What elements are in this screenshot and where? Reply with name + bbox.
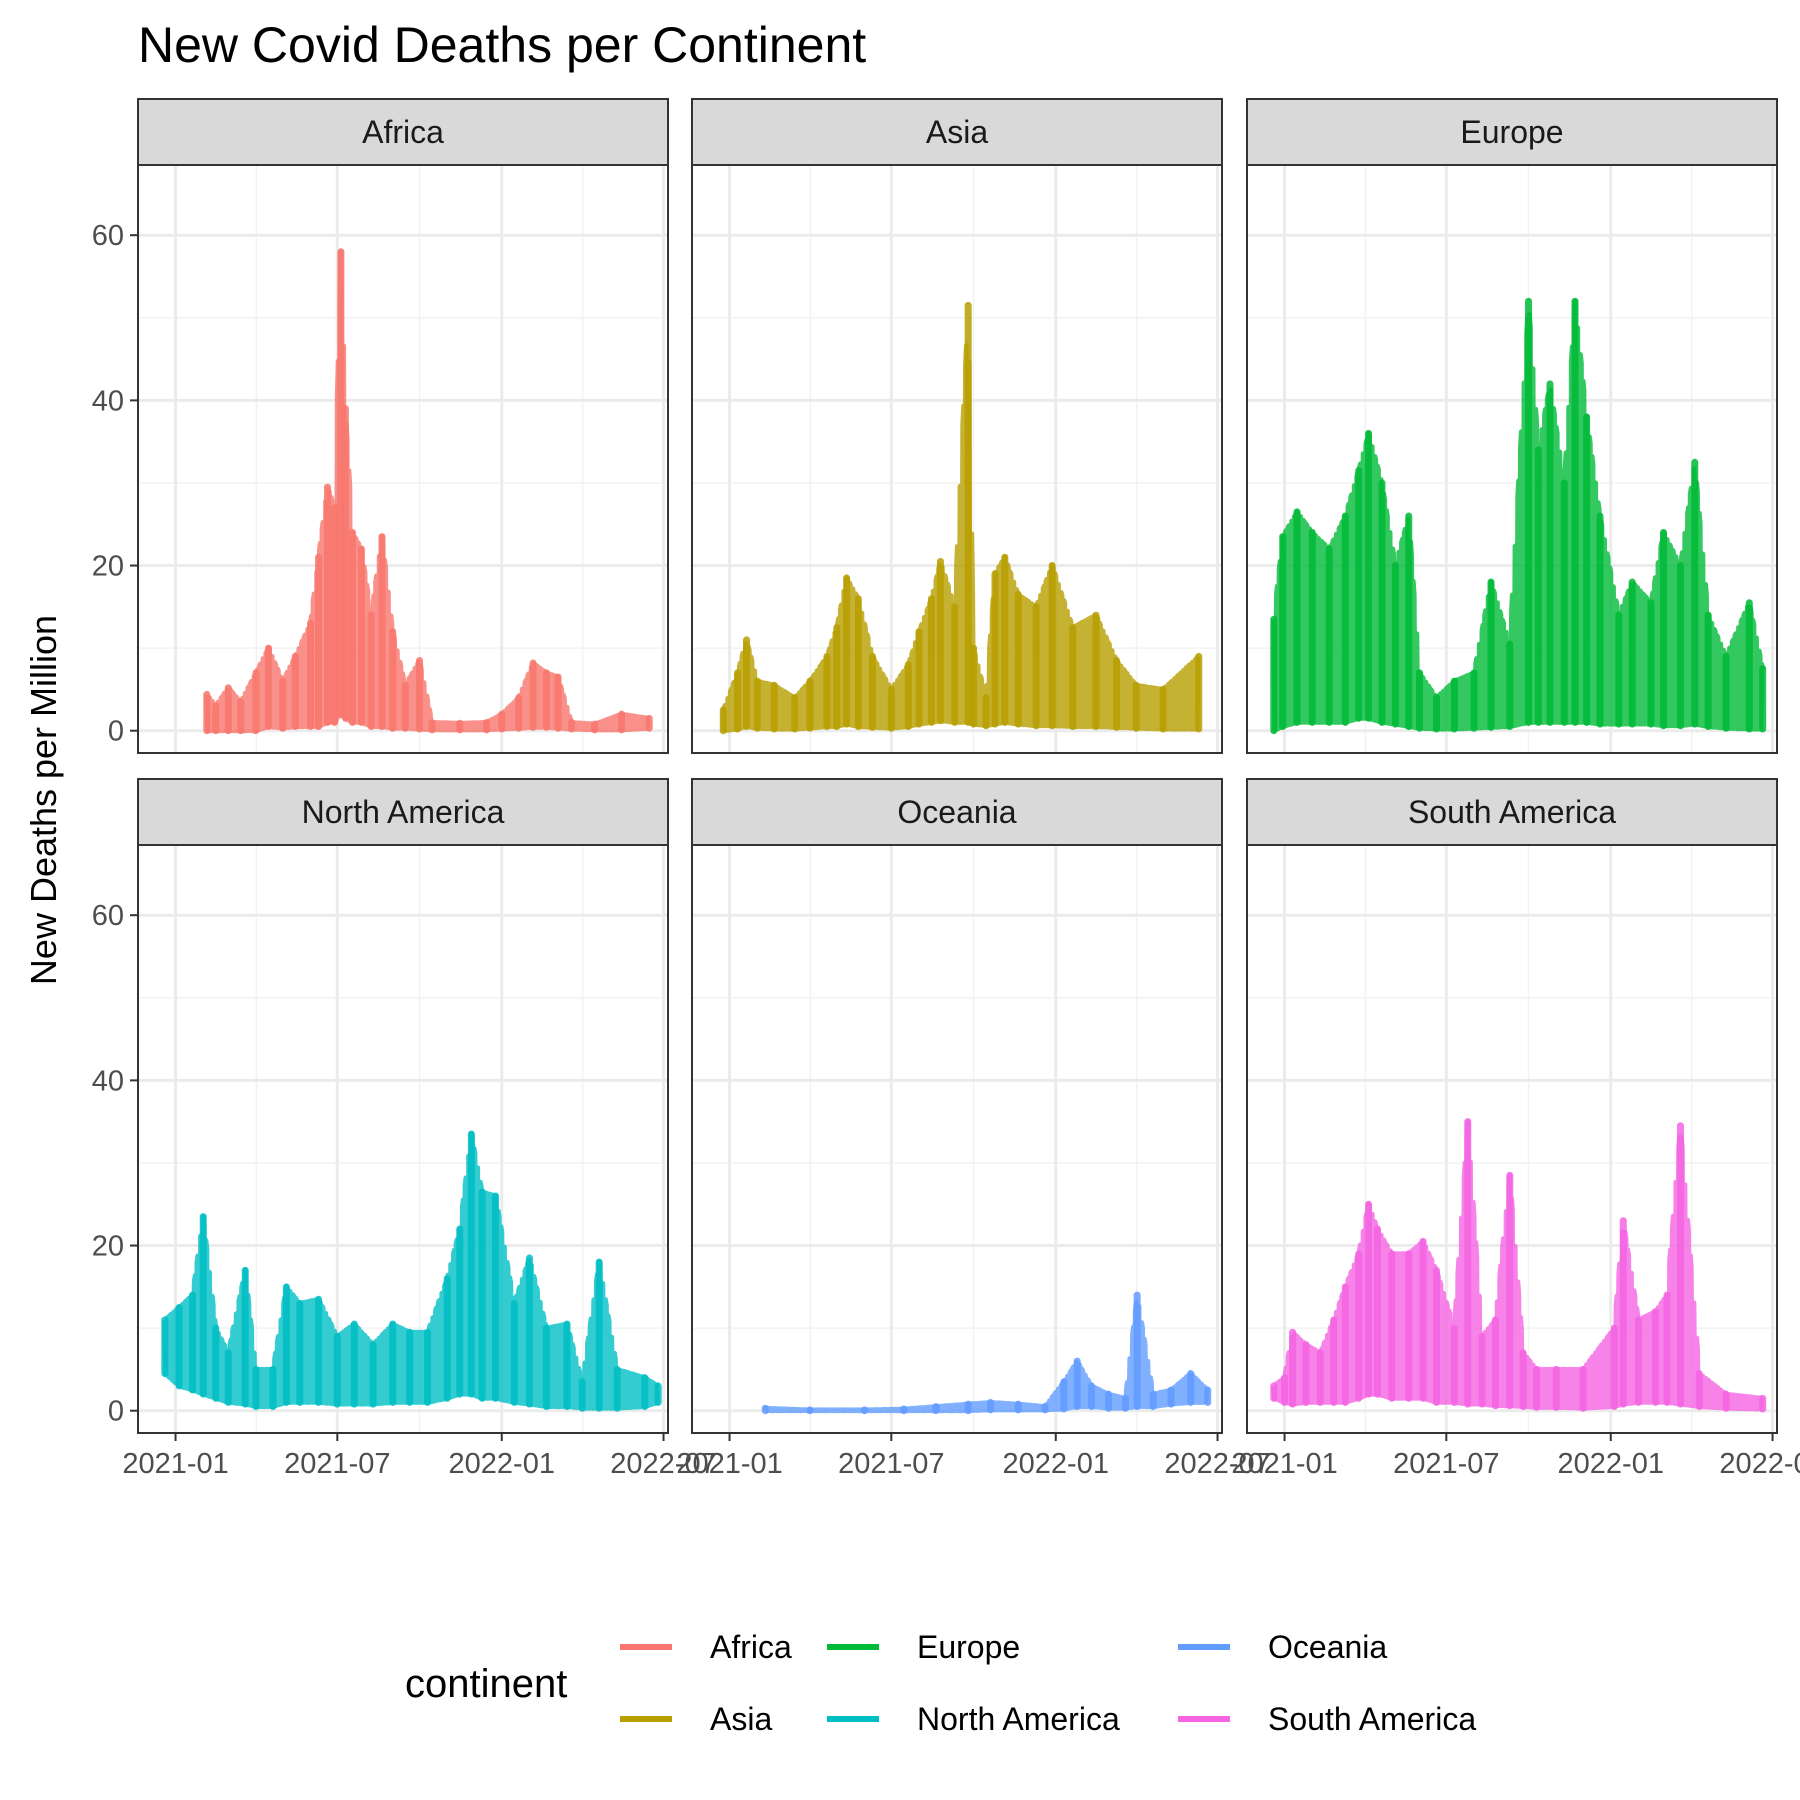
panel-south-america: South America 2021-01 2021-07 2022-01 2022-0… — [1231, 778, 1800, 1480]
panel-background — [138, 165, 668, 753]
x-tick-label: 2022-07 — [610, 1448, 716, 1480]
y-tick-label: 20 — [92, 551, 124, 583]
strip-label-oceania: Oceania — [897, 794, 1016, 830]
facet-panels: Africa 0 20 40 60 Asia Europe North America 0 20 4… — [92, 98, 1800, 1480]
strip-label-asia: Asia — [926, 114, 988, 150]
y-axis-label: New Deaths per Million — [23, 615, 64, 985]
x-tick-label: 2022-01 — [449, 1448, 555, 1480]
panel-africa: Africa 0 20 40 60 — [92, 98, 669, 754]
x-tick-label: 2021-01 — [1231, 1448, 1337, 1480]
y-tick-label: 0 — [108, 716, 124, 748]
x-tick-label: 2021-01 — [676, 1448, 782, 1480]
x-tick-label: 2022-07 — [1164, 1448, 1270, 1480]
strip-oceania — [691, 778, 1223, 846]
strip-europe — [1246, 98, 1778, 166]
y-tick-label: 60 — [92, 220, 124, 252]
x-tick-label: 2021-01 — [122, 1448, 228, 1480]
legend-label-asia: Asia — [710, 1701, 772, 1737]
legend-title: continent — [405, 1662, 567, 1706]
x-tick-label: 2021-07 — [1393, 1448, 1499, 1480]
panel-oceania: Oceania 2021-01 2021-07 2022-01 2022-07 — [676, 778, 1271, 1480]
strip-north-america — [137, 778, 669, 846]
y-tick-label: 60 — [92, 900, 124, 932]
panel-north-america: North America 0 20 40 60 2021-01 2021-07 2022-0… — [92, 778, 717, 1480]
y-tick-label: 20 — [92, 1231, 124, 1263]
strip-label-africa: Africa — [362, 114, 444, 150]
x-tick-label: 2022-07 — [1719, 1448, 1800, 1480]
legend: continent Africa Asia Europe North America O… — [405, 1629, 1476, 1737]
strip-south-america — [1246, 778, 1778, 846]
y-tick-label: 40 — [92, 385, 124, 417]
chart-title: New Covid Deaths per Continent — [138, 17, 866, 73]
y-tick-label: 0 — [108, 1396, 124, 1428]
x-tick-label: 2022-01 — [1003, 1448, 1109, 1480]
x-tick-label: 2021-07 — [838, 1448, 944, 1480]
strip-asia — [691, 98, 1223, 166]
legend-label-europe: Europe — [917, 1629, 1020, 1665]
legend-label-africa: Africa — [710, 1629, 792, 1665]
legend-label-south-america: South America — [1268, 1701, 1476, 1737]
panel-europe: Europe — [1246, 98, 1778, 754]
x-tick-label: 2021-07 — [284, 1448, 390, 1480]
y-tick-label: 40 — [92, 1065, 124, 1097]
strip-label-europe: Europe — [1460, 114, 1563, 150]
x-tick-label: 2022-01 — [1558, 1448, 1664, 1480]
strip-label-north-america: North America — [302, 794, 505, 830]
strip-label-south-america: South America — [1408, 794, 1616, 830]
strip-africa — [137, 98, 669, 166]
legend-label-north-america: North America — [917, 1701, 1120, 1737]
legend-label-oceania: Oceania — [1268, 1629, 1387, 1665]
panel-asia: Asia — [691, 98, 1223, 754]
